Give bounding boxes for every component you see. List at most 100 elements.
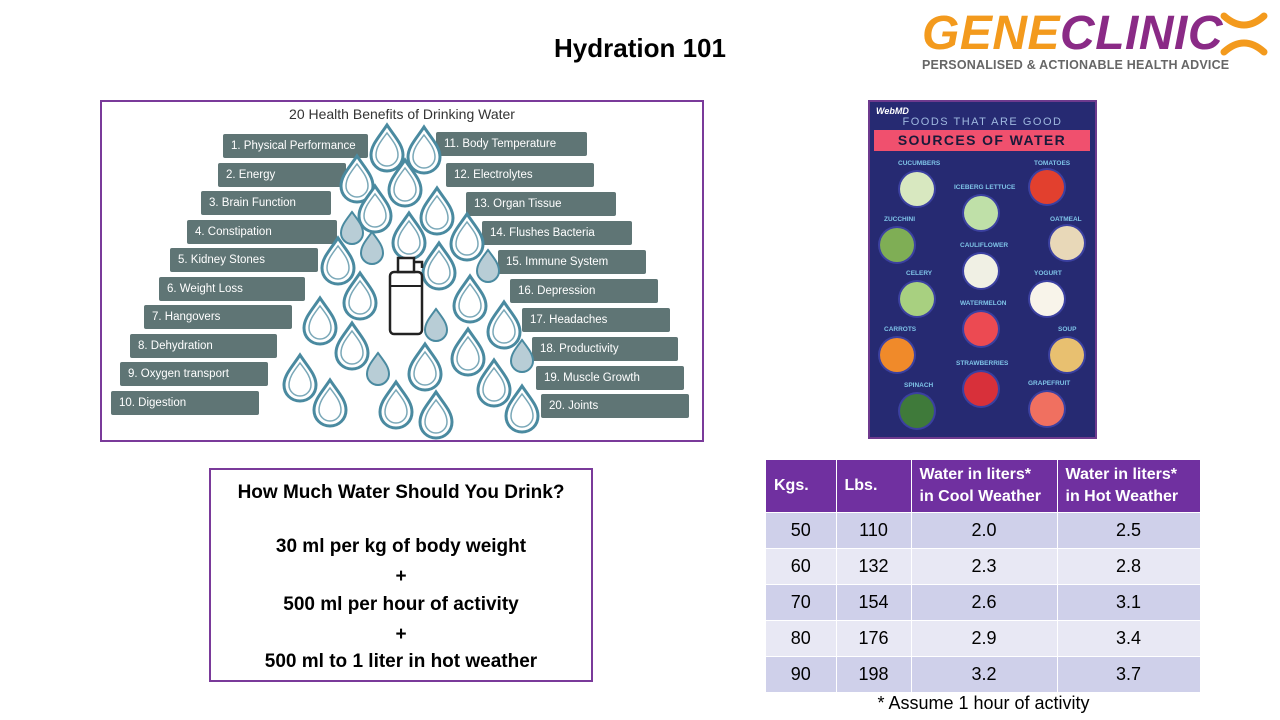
food-image-grapefruit <box>1030 392 1064 426</box>
cell-hot: 3.1 <box>1057 583 1201 620</box>
cell-cool: 2.9 <box>911 619 1058 656</box>
table-row: 90 198 3.2 3.7 <box>766 655 1201 692</box>
table-row: 60 132 2.3 2.8 <box>766 547 1201 584</box>
formula-plus-2: + <box>395 624 407 645</box>
formula-line-body-weight: 30 ml per kg of body weight <box>275 536 527 557</box>
food-image-iceberg-lettuce <box>964 196 998 230</box>
header-hot-weather: Water in liters* in Hot Weather <box>1057 460 1201 512</box>
benefit-pill-14: 14. Flushes Bacteria <box>482 221 632 245</box>
benefit-pill-16: 16. Depression <box>510 279 658 303</box>
cell-kgs: 70 <box>766 583 837 620</box>
cell-lbs: 176 <box>836 619 912 656</box>
benefit-pill-1: 1. Physical Performance <box>223 134 368 158</box>
food-label-watermelon: WATERMELON <box>960 300 1007 307</box>
cell-hot: 3.7 <box>1057 655 1201 692</box>
food-label-oatmeal: OATMEAL <box>1050 216 1082 223</box>
benefit-pill-18: 18. Productivity <box>532 337 678 361</box>
formula-plus-1: + <box>395 566 407 587</box>
cell-lbs: 154 <box>836 583 912 620</box>
food-label-iceberg-lettuce: ICEBERG LETTUCE <box>954 184 1016 191</box>
food-label-carrots: CARROTS <box>884 326 917 333</box>
food-image-celery <box>900 282 934 316</box>
water-formula-box: How Much Water Should You Drink? 30 ml p… <box>209 468 593 682</box>
food-image-oatmeal <box>1050 226 1084 260</box>
water-drop-icons <box>282 123 540 440</box>
logo-word-clinic: CLINIC <box>1060 7 1224 60</box>
cell-lbs: 198 <box>836 655 912 692</box>
table-header-row: Kgs. Lbs. Water in liters* in Cool Weath… <box>766 460 1201 512</box>
food-label-celery: CELERY <box>906 270 933 277</box>
cell-kgs: 80 <box>766 619 837 656</box>
cell-lbs: 110 <box>836 511 912 548</box>
food-label-soup: SOUP <box>1058 326 1077 333</box>
x-mark-icon <box>1220 12 1268 56</box>
benefit-pill-4: 4. Constipation <box>187 220 337 244</box>
benefit-pill-12: 12. Electrolytes <box>446 163 594 187</box>
food-label-strawberries: STRAWBERRIES <box>956 360 1009 367</box>
logo-tagline: PERSONALISED & ACTIONABLE HEALTH ADVICE <box>922 58 1230 72</box>
benefit-pill-7: 7. Hangovers <box>144 305 292 329</box>
header-lbs: Lbs. <box>836 460 912 512</box>
table-row: 50 110 2.0 2.5 <box>766 511 1201 548</box>
cell-cool: 2.3 <box>911 547 1058 584</box>
table-row: 70 154 2.6 3.1 <box>766 583 1201 620</box>
header-kgs: Kgs. <box>766 460 837 512</box>
cell-kgs: 90 <box>766 655 837 692</box>
cell-hot: 3.4 <box>1057 619 1201 656</box>
benefit-pill-6: 6. Weight Loss <box>159 277 305 301</box>
food-label-zucchini: ZUCCHINI <box>884 216 916 223</box>
cell-kgs: 60 <box>766 547 837 584</box>
cell-kgs: 50 <box>766 511 837 548</box>
benefit-pill-17: 17. Headaches <box>522 308 670 332</box>
cell-hot: 2.8 <box>1057 547 1201 584</box>
benefit-pill-3: 3. Brain Function <box>201 191 331 215</box>
logo-wordmark: GENECLINIC <box>922 6 1223 62</box>
benefit-pill-8: 8. Dehydration <box>130 334 277 358</box>
cell-cool: 3.2 <box>911 655 1058 692</box>
formula-heading: How Much Water Should You Drink? <box>237 482 565 503</box>
benefit-pill-5: 5. Kidney Stones <box>170 248 318 272</box>
table-footnote: * Assume 1 hour of activity <box>877 693 1090 713</box>
benefit-pill-10: 10. Digestion <box>111 391 259 415</box>
food-image-watermelon <box>964 312 998 346</box>
benefits-infographic: 20 Health Benefits of Drinking Water 1. … <box>100 100 704 442</box>
food-label-grapefruit: GRAPEFRUIT <box>1028 380 1071 387</box>
food-label-tomatoes: TOMATOES <box>1034 160 1071 167</box>
food-label-cucumbers: CUCUMBERS <box>898 160 941 167</box>
header-cool-weather: Water in liters* in Cool Weather <box>911 460 1058 512</box>
benefit-pill-15: 15. Immune System <box>498 250 646 274</box>
slide-title: Hydration 101 <box>554 33 726 63</box>
cell-lbs: 132 <box>836 547 912 584</box>
poster-heading-big: SOURCES OF WATER <box>874 130 1090 151</box>
benefit-pill-19: 19. Muscle Growth <box>536 366 684 390</box>
food-label-spinach: SPINACH <box>904 382 934 389</box>
benefit-pill-2: 2. Energy <box>218 163 346 187</box>
food-image-tomatoes <box>1030 170 1064 204</box>
food-label-cauliflower: CAULIFLOWER <box>960 242 1009 249</box>
benefit-pill-20: 20. Joints <box>541 394 689 418</box>
poster-heading-small: FOODS THAT ARE GOOD <box>902 116 1063 128</box>
cell-cool: 2.6 <box>911 583 1058 620</box>
food-image-cucumbers <box>900 172 934 206</box>
table-row: 80 176 2.9 3.4 <box>766 619 1201 656</box>
food-label-yogurt: YOGURT <box>1034 270 1062 277</box>
benefit-pill-11: 11. Body Temperature <box>436 132 587 156</box>
water-intake-table: Kgs. Lbs. Water in liters* in Cool Weath… <box>766 460 1201 692</box>
food-image-yogurt <box>1030 282 1064 316</box>
benefit-pill-13: 13. Organ Tissue <box>466 192 616 216</box>
formula-line-hot-weather: 500 ml to 1 liter in hot weather <box>264 651 538 672</box>
foods-poster: WebMD FOODS THAT ARE GOOD SOURCES OF WAT… <box>868 100 1097 439</box>
geneclinic-logo: GENECLINIC PERSONALISED & ACTIONABLE HEA… <box>920 6 1270 76</box>
food-image-spinach <box>900 394 934 428</box>
food-image-strawberries <box>964 372 998 406</box>
food-image-zucchini <box>880 228 914 262</box>
logo-word-gene: GENE <box>922 7 1061 60</box>
food-image-soup <box>1050 338 1084 372</box>
benefit-pill-9: 9. Oxygen transport <box>120 362 268 386</box>
food-image-cauliflower <box>964 254 998 288</box>
cell-hot: 2.5 <box>1057 511 1201 548</box>
benefits-title: 20 Health Benefits of Drinking Water <box>289 106 515 122</box>
food-image-carrots <box>880 338 914 372</box>
formula-line-activity: 500 ml per hour of activity <box>283 594 519 615</box>
cell-cool: 2.0 <box>911 511 1058 548</box>
